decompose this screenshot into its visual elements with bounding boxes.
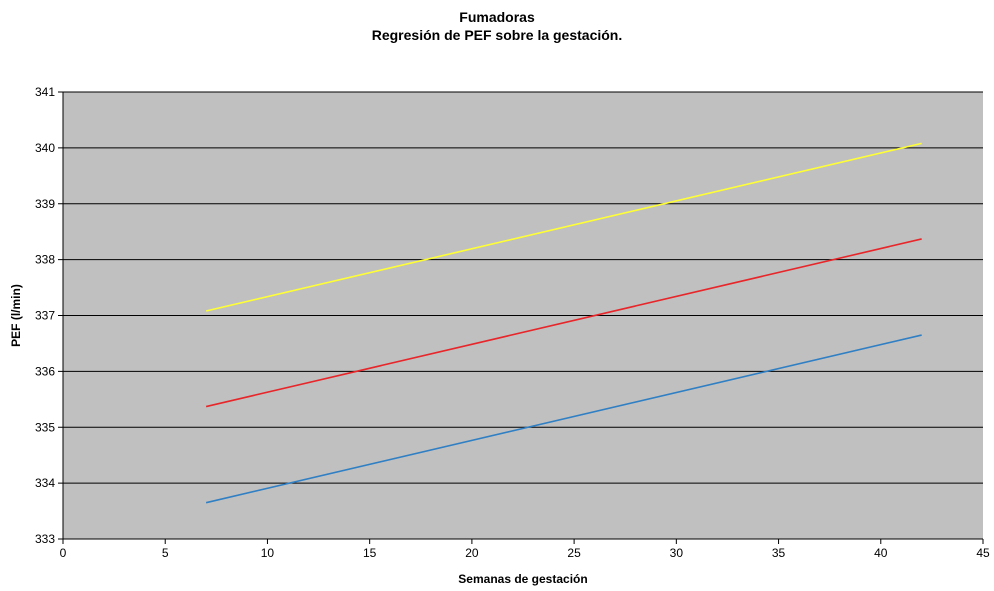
x-tick-label: 35 [772,546,786,560]
gridlines [63,91,983,484]
series-group [205,142,922,504]
y-tick-label: 339 [35,197,55,211]
y-tick-label: 334 [35,476,55,490]
axes [58,91,984,544]
x-tick-label: 0 [60,546,67,560]
y-tick-label: 335 [35,420,55,434]
y-axis-label: PEF (l/min) [9,284,23,347]
series-line-3 [205,334,922,504]
x-tick-label: 30 [670,546,684,560]
y-tick-label: 336 [35,364,55,378]
x-tick-label: 10 [261,546,275,560]
x-axis-label: Semanas de gestación [458,572,587,586]
y-tick-label: 333 [35,532,55,546]
y-tick-label: 341 [35,85,55,99]
x-tick-label: 45 [976,546,990,560]
y-tick-label: 337 [35,309,55,323]
tick-labels: 333 334 335 336 337 338 339 340 341 0 5 10 15 20 25 30 3… [35,85,990,560]
y-tick-label: 338 [35,253,55,267]
x-tick-label: 20 [465,546,479,560]
y-tick-label: 340 [35,141,55,155]
chart-title-block: Fumadoras Regresión de PEF sobre la gest… [0,8,994,44]
series-line-1 [205,142,922,312]
x-tick-label: 40 [874,546,888,560]
x-tick-label: 5 [162,546,169,560]
x-tick-label: 15 [363,546,377,560]
x-tick-label: 25 [567,546,581,560]
chart-subtitle: Regresión de PEF sobre la gestación. [371,27,623,43]
series-line-2 [205,238,922,408]
chart-title: Fumadoras [459,9,535,25]
